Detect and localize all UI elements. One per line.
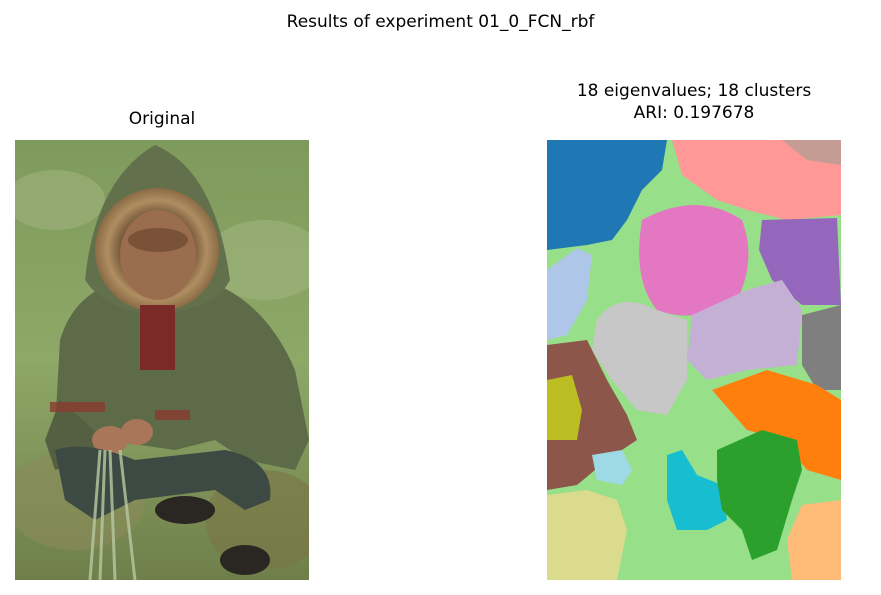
segment-cyan-light [592,450,632,485]
segment-green [717,430,802,560]
segment-orange-light [787,500,841,580]
segment-pink-light [672,140,841,220]
segmentation-panel-title: 18 eigenvalues; 18 clusters ARI: 0.19767… [494,80,881,124]
figure-suptitle: Results of experiment 01_0_FCN_rbf [286,12,595,32]
segment-lavender [687,280,802,380]
segment-grey-light [592,302,687,415]
segment-pink [639,205,749,316]
segment-olive-light [547,490,627,580]
original-image [15,140,309,580]
segmentation-title-line1: 18 eigenvalues; 18 clusters [576,81,812,101]
segment-orange [712,370,841,480]
original-image-drawing [15,140,309,580]
original-panel-title: Original [128,109,196,129]
segment-cyan [667,450,727,530]
segmentation-image [547,140,841,580]
segment-blue [547,140,667,250]
segment-grey [802,305,841,390]
segmentation-map [547,140,841,580]
segment-brown-light [782,140,841,165]
segment-olive [547,375,582,440]
segmentation-title-line2: ARI: 0.197678 [633,103,755,123]
segment-steel-light [547,248,592,340]
